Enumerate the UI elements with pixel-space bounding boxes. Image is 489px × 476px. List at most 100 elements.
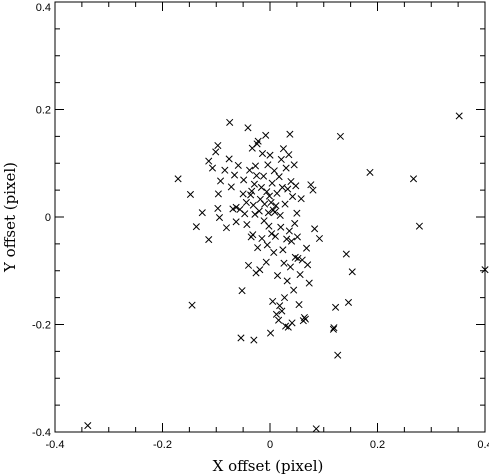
data-point-stroke <box>192 223 200 231</box>
data-point-stroke <box>212 148 220 156</box>
data-point-stroke <box>280 294 289 302</box>
data-point <box>241 210 249 218</box>
data-point-stroke <box>230 171 239 179</box>
data-point-stroke <box>280 259 288 267</box>
data-point <box>294 254 302 262</box>
data-point-stroke <box>309 186 317 194</box>
data-point-stroke <box>255 207 263 215</box>
data-point <box>481 266 489 274</box>
data-point <box>290 161 298 169</box>
data-point-stroke <box>285 227 293 235</box>
data-point-stroke <box>271 232 279 240</box>
data-point <box>264 209 272 217</box>
data-point <box>214 204 222 212</box>
data-point-stroke <box>261 200 269 208</box>
data-point-stroke <box>214 204 222 212</box>
data-point-stroke <box>278 183 286 191</box>
data-point-stroke <box>243 220 251 229</box>
x-tick-label: -0.2 <box>153 439 172 451</box>
data-point-stroke <box>270 248 278 257</box>
data-point <box>315 234 324 243</box>
data-point <box>188 301 196 309</box>
data-point-stroke <box>277 155 285 164</box>
data-point-stroke <box>262 258 270 266</box>
data-point <box>273 189 281 197</box>
data-point <box>283 235 291 243</box>
data-point-stroke <box>205 157 213 165</box>
data-point-stroke <box>267 198 275 207</box>
data-point-stroke <box>296 270 304 279</box>
data-point-stroke <box>262 131 270 139</box>
data-point-stroke <box>188 301 196 309</box>
y-tick-label: -0.2 <box>32 320 51 332</box>
data-point-stroke <box>232 203 240 211</box>
data-point-stroke <box>241 210 249 218</box>
data-point <box>344 298 353 307</box>
data-point-stroke <box>330 324 338 332</box>
data-point-stroke <box>291 253 299 261</box>
data-point <box>244 261 253 269</box>
data-point-stroke <box>279 246 287 254</box>
data-point <box>216 177 225 185</box>
data-point-stroke <box>279 145 287 153</box>
data-point-stroke <box>260 217 268 225</box>
data-point-stroke <box>304 261 312 269</box>
data-point <box>257 183 265 191</box>
data-point-stroke <box>312 425 320 433</box>
data-point <box>281 200 289 208</box>
data-point <box>270 248 278 257</box>
data-point <box>282 164 290 172</box>
data-point-stroke <box>273 189 281 197</box>
data-point <box>285 227 293 235</box>
data-point <box>226 118 234 126</box>
data-point <box>279 246 287 254</box>
data-point <box>186 190 195 198</box>
data-point-stroke <box>315 234 324 243</box>
data-point-stroke <box>344 298 353 307</box>
data-point <box>251 162 260 170</box>
data-point <box>307 181 315 189</box>
data-point-stroke <box>336 132 344 140</box>
data-point-stroke <box>258 234 266 243</box>
data-point-stroke <box>254 244 262 252</box>
data-point <box>208 164 217 172</box>
data-point <box>265 222 273 230</box>
data-point-stroke <box>289 193 297 201</box>
axis-tick-labels: -0.4 -0.2 0 0.2 0.4 -0.4 -0.2 0 0.2 0.4 <box>32 2 489 451</box>
data-markers <box>84 112 489 433</box>
data-point <box>311 225 319 233</box>
data-point <box>293 209 301 217</box>
data-point <box>258 234 266 243</box>
data-point <box>250 180 258 188</box>
data-point <box>276 302 284 310</box>
x-tick-label: 0 <box>267 439 273 451</box>
data-point <box>288 319 296 327</box>
data-point <box>366 168 374 176</box>
data-point-stroke <box>244 261 253 269</box>
data-point-stroke <box>237 334 245 342</box>
data-point-stroke <box>251 210 259 218</box>
data-point <box>237 334 245 342</box>
data-point-stroke <box>249 231 257 239</box>
data-point-stroke <box>283 235 291 243</box>
data-point-stroke <box>290 286 298 294</box>
data-point <box>249 201 257 209</box>
data-point-stroke <box>272 310 281 318</box>
data-point <box>244 124 252 132</box>
data-point-stroke <box>186 190 195 198</box>
data-point <box>275 316 283 324</box>
data-point-stroke <box>302 244 311 252</box>
data-point <box>304 261 312 269</box>
data-point-stroke <box>256 266 264 274</box>
data-point-stroke <box>415 222 423 230</box>
data-point-stroke <box>264 161 272 169</box>
data-point-stroke <box>240 176 248 184</box>
data-point <box>270 167 278 175</box>
data-point <box>301 315 310 323</box>
data-point-stroke <box>216 177 225 185</box>
data-point <box>330 324 338 332</box>
data-point-stroke <box>307 181 315 189</box>
data-point-stroke <box>284 185 292 193</box>
data-point-stroke <box>215 213 224 222</box>
